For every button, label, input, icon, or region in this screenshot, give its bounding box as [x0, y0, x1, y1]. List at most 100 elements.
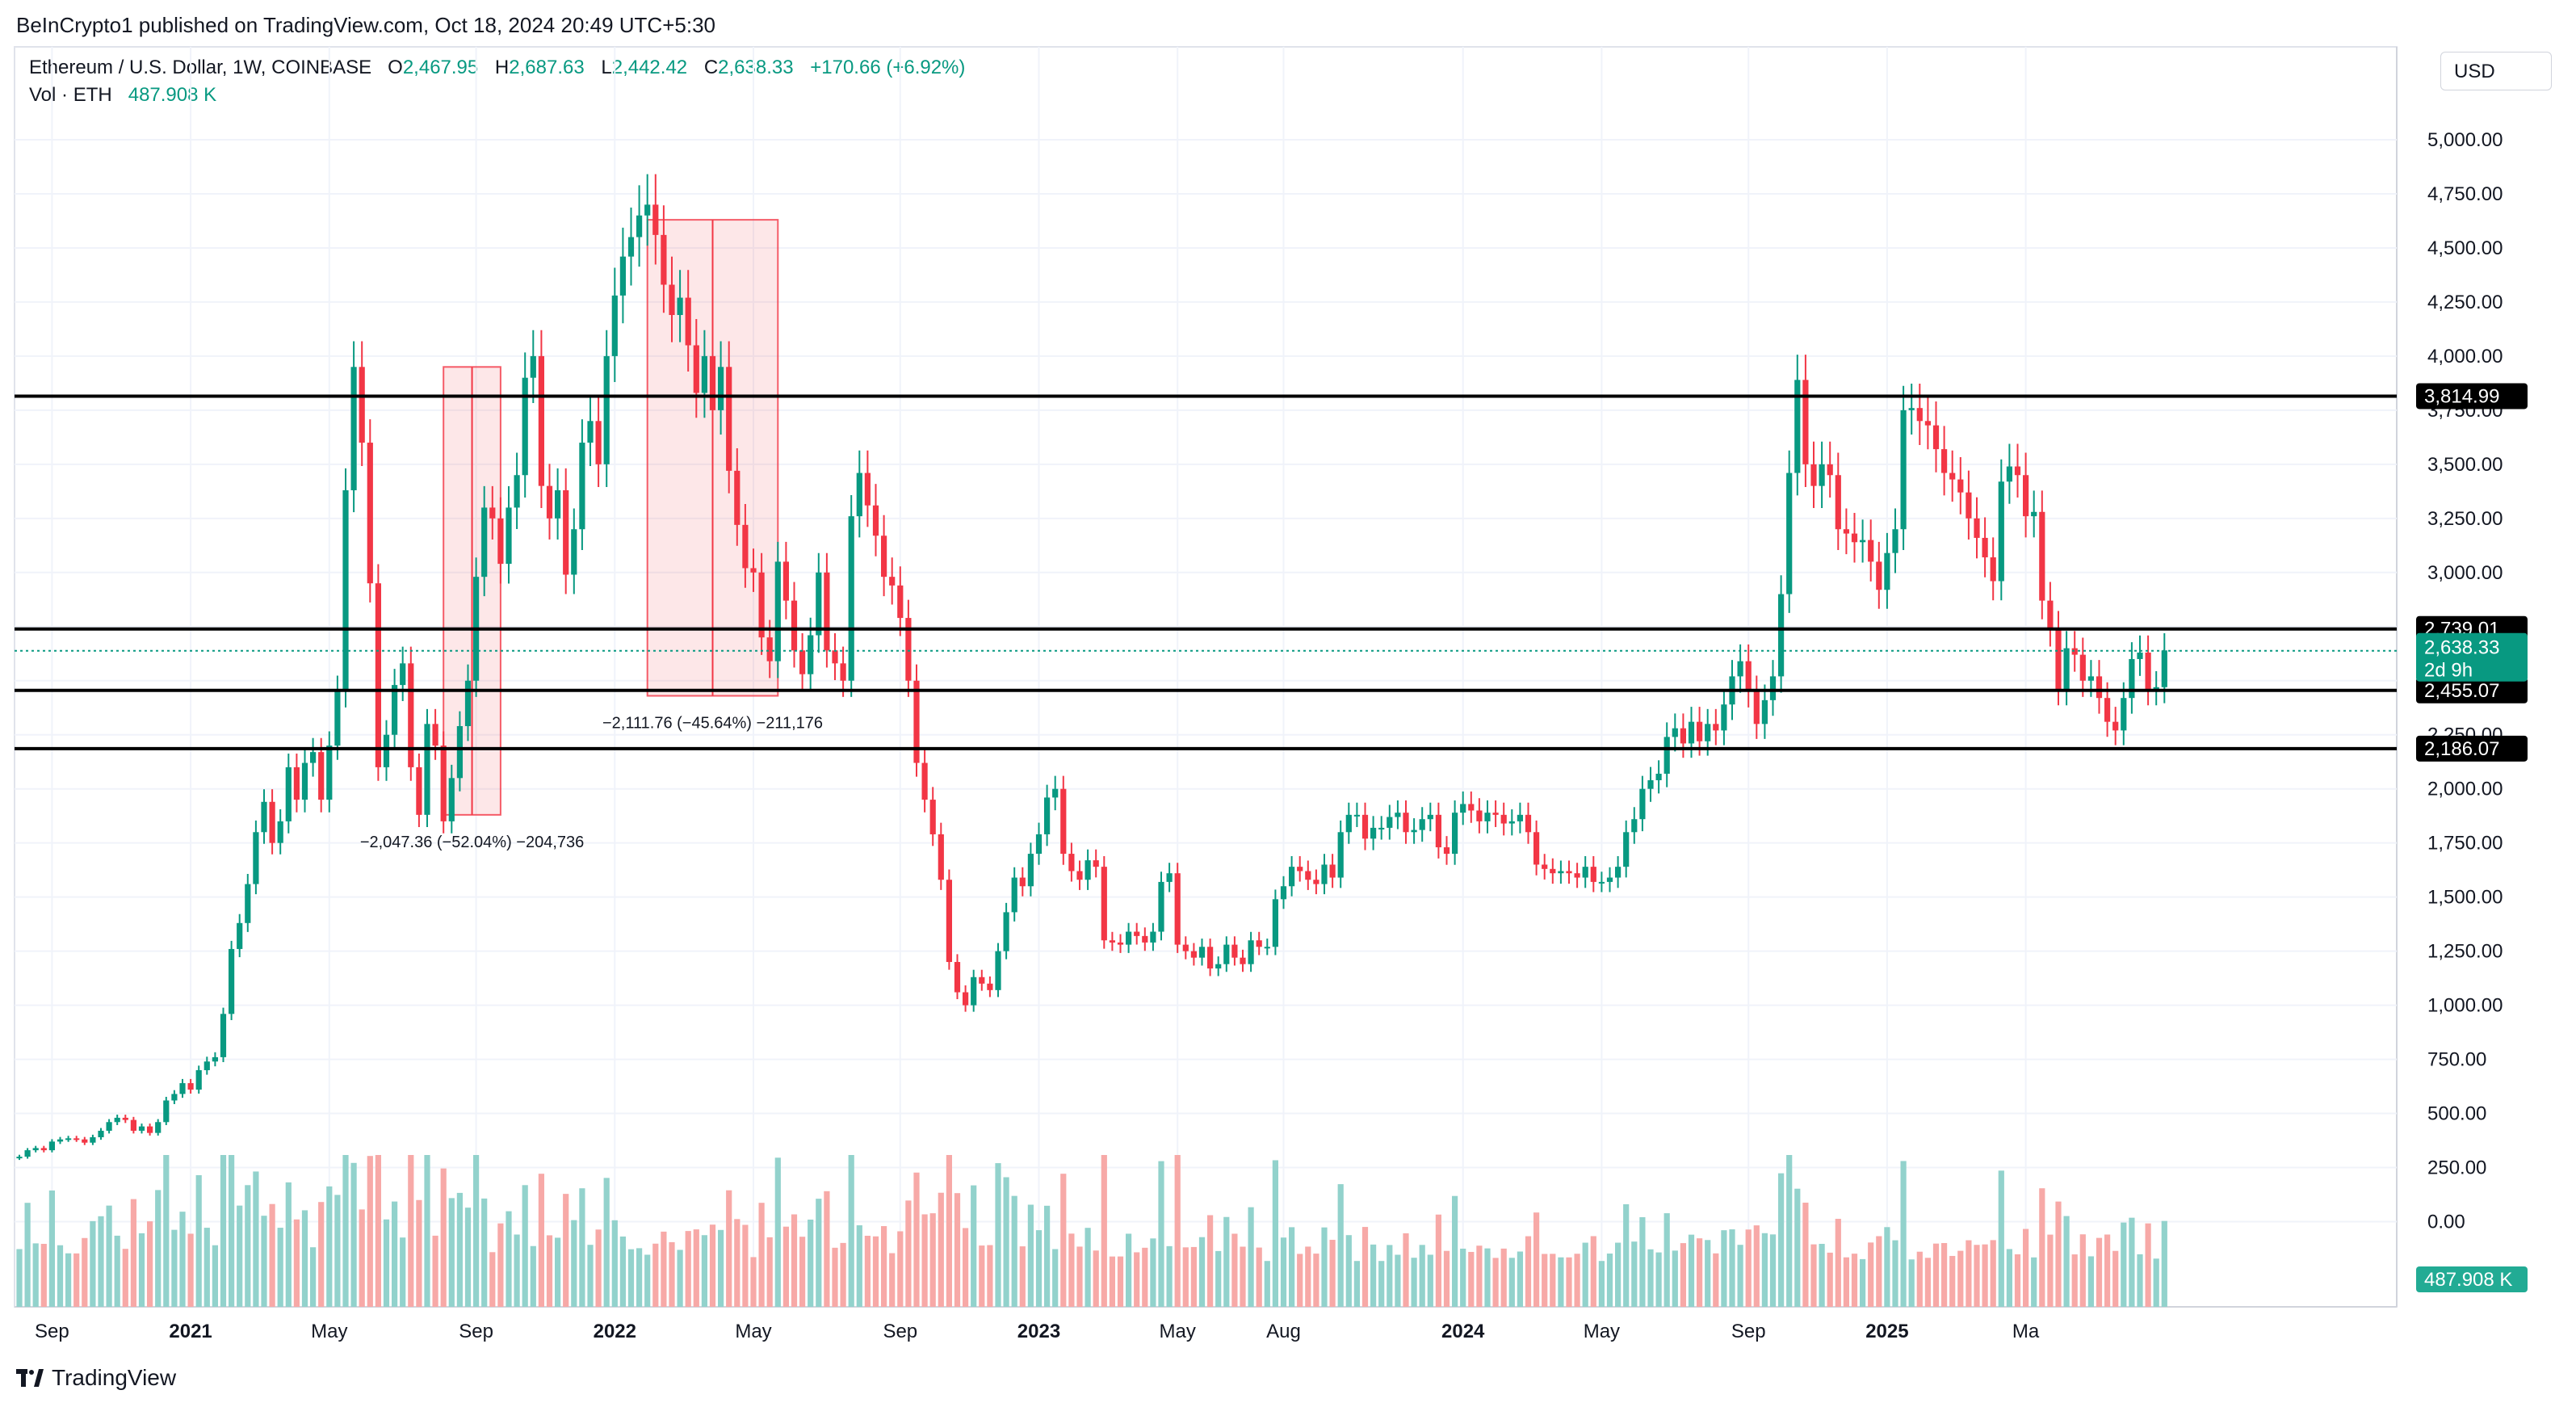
volume-bar: [2104, 1234, 2111, 1307]
volume-bar: [1134, 1252, 1140, 1307]
volume-bar: [1876, 1236, 1882, 1307]
volume-bar: [489, 1252, 496, 1307]
candle: [856, 472, 862, 517]
countdown-label: 2d 9h: [2424, 660, 2473, 682]
volume-bar: [1500, 1248, 1507, 1307]
candle: [913, 680, 920, 763]
candle: [2071, 648, 2078, 655]
x-tick-label: Sep: [883, 1321, 917, 1342]
volume-bar: [595, 1229, 602, 1307]
volume-bar: [1598, 1261, 1605, 1307]
candle: [32, 1148, 39, 1151]
volume-bar: [905, 1200, 912, 1307]
candle: [1582, 867, 1588, 878]
candle: [122, 1117, 128, 1120]
candle: [2137, 652, 2143, 659]
candle: [1297, 867, 1303, 872]
volume-bar: [2006, 1249, 2012, 1307]
candle: [954, 962, 961, 993]
volume-bar: [1819, 1244, 1825, 1307]
candle: [929, 800, 936, 834]
volume-bar: [57, 1245, 64, 1307]
volume-bar: [464, 1208, 472, 1307]
volume-bar: [1908, 1259, 1915, 1307]
volume-bar: [627, 1249, 635, 1307]
candle: [65, 1138, 72, 1140]
volume-bar: [448, 1198, 455, 1307]
candle: [1761, 699, 1768, 724]
volume-bar: [808, 1219, 814, 1307]
tradingview-logo[interactable]: TradingView: [16, 1365, 176, 1391]
currency-button[interactable]: USD: [2440, 52, 2552, 90]
volume-bar: [742, 1224, 749, 1307]
candle: [1395, 813, 1401, 817]
volume-bar: [1231, 1233, 1238, 1307]
volume-bar: [963, 1228, 969, 1307]
y-tick-label: 1,250.00: [2427, 941, 2503, 963]
candle: [1688, 721, 1695, 744]
horizontal-levels: 3,814.992,739.012,455.072,186.07: [15, 383, 2528, 762]
symbol-title[interactable]: Ethereum / U.S. Dollar, 1W, COINBASE: [29, 57, 372, 78]
candle: [1353, 814, 1360, 817]
candle: [1558, 871, 1564, 874]
candle: [1468, 804, 1475, 811]
volume-bar: [1835, 1219, 1841, 1307]
volume-bar: [603, 1178, 610, 1307]
volume-bar: [921, 1214, 928, 1307]
volume-bar: [1019, 1246, 1026, 1307]
volume-bar: [897, 1231, 904, 1307]
volume-bar: [1827, 1252, 1833, 1307]
candle: [946, 880, 952, 963]
level-price-tag: [2416, 677, 2528, 704]
candle: [1606, 877, 1613, 882]
volume-bar: [440, 1168, 447, 1307]
volume-bar: [856, 1225, 862, 1307]
volume-label[interactable]: Vol · ETH: [29, 84, 112, 106]
volume-bar: [481, 1198, 488, 1307]
candle: [1003, 912, 1009, 951]
candle: [1256, 940, 1262, 947]
volume-bar: [229, 1155, 235, 1307]
candle: [905, 618, 912, 681]
volume-bar: [913, 1172, 920, 1307]
volume-bar: [1492, 1258, 1499, 1307]
volume-bar: [187, 1233, 194, 1307]
candle: [1240, 957, 1246, 964]
volume-bar: [1452, 1195, 1458, 1307]
volume-bar: [938, 1192, 944, 1307]
candle: [1207, 947, 1214, 969]
volume-bar: [619, 1236, 626, 1307]
candle: [1851, 533, 1858, 543]
candle: [1924, 421, 1931, 426]
volume-bar: [2145, 1223, 2151, 1307]
volume-bar: [2039, 1188, 2045, 1307]
candle: [1542, 864, 1548, 869]
candle: [2161, 650, 2167, 687]
volume-bar: [546, 1235, 553, 1307]
y-tick-label: 4,250.00: [2427, 292, 2503, 313]
candle: [90, 1137, 96, 1143]
candle: [1215, 964, 1222, 969]
volume-bar: [571, 1220, 577, 1307]
volume-bar: [611, 1220, 618, 1307]
y-tick-label: 1,500.00: [2427, 887, 2503, 909]
candle: [1101, 867, 1107, 941]
candle: [440, 746, 447, 821]
candle: [1435, 814, 1441, 848]
volume-bar: [1533, 1212, 1540, 1307]
volume-bar: [1044, 1205, 1051, 1307]
candle: [677, 297, 683, 315]
volume-bar: [82, 1237, 88, 1307]
volume-bar: [497, 1223, 504, 1307]
candle: [546, 485, 553, 519]
volume-bar: [2161, 1220, 2167, 1307]
volume-bar: [1353, 1261, 1360, 1307]
candle: [1843, 529, 1849, 534]
candle: [1085, 860, 1091, 880]
volume-bar: [1778, 1173, 1785, 1307]
volume-bar: [326, 1186, 333, 1307]
candle: [179, 1083, 186, 1094]
x-tick-label: Sep: [35, 1321, 69, 1342]
candle: [1794, 380, 1801, 473]
